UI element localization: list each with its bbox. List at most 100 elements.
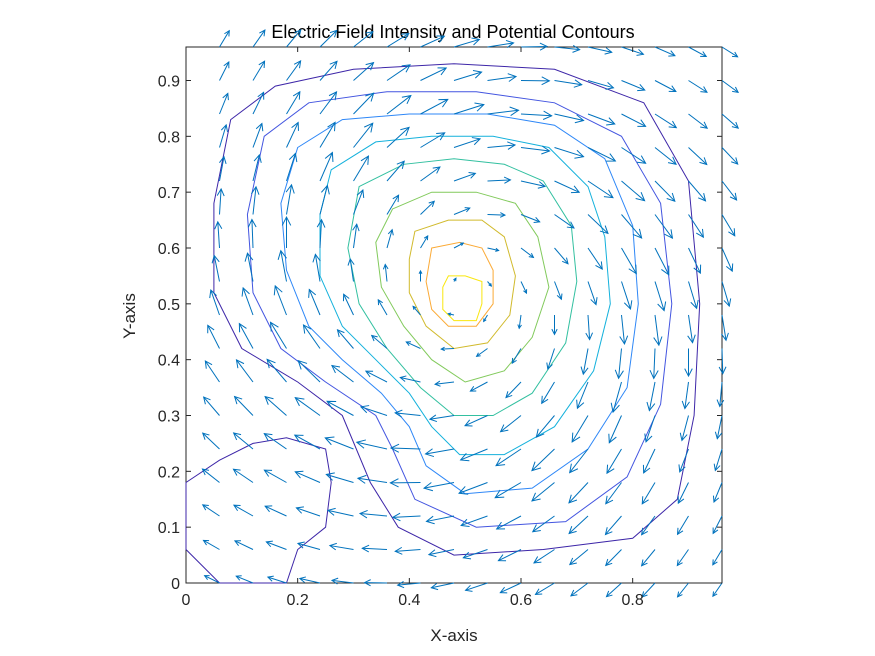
- field-arrow: [286, 29, 302, 48]
- field-arrow-shaft: [420, 235, 429, 249]
- field-arrow-shaft: [476, 348, 488, 357]
- field-arrow-head: [233, 540, 241, 546]
- field-arrow: [654, 80, 677, 93]
- field-arrow-head: [361, 544, 370, 553]
- field-arrow: [386, 228, 394, 249]
- field-arrow-head: [551, 328, 558, 336]
- field-arrow: [621, 147, 647, 164]
- field-arrow-head: [535, 428, 545, 439]
- field-arrow-head: [328, 91, 338, 101]
- field-arrow-head: [636, 155, 647, 164]
- field-arrow-head: [677, 496, 685, 505]
- field-arrow: [420, 98, 449, 115]
- field-arrow-head: [606, 117, 616, 126]
- field-arrow-head: [232, 432, 242, 441]
- field-arrow-shaft: [621, 180, 645, 202]
- field-arrow-shaft: [210, 289, 220, 316]
- field-arrow-head: [499, 586, 508, 594]
- field-arrow-shaft: [203, 396, 220, 416]
- field-arrow: [554, 113, 585, 124]
- field-arrow-shaft: [587, 214, 609, 234]
- field-arrow: [677, 482, 689, 505]
- field-arrow-head: [326, 400, 337, 410]
- field-arrow-head: [646, 401, 656, 412]
- field-arrow-shaft: [677, 515, 689, 535]
- field-arrow: [621, 281, 633, 311]
- field-arrow-shaft: [349, 258, 354, 282]
- field-arrow-head: [732, 86, 740, 94]
- field-arrow: [353, 92, 375, 115]
- field-arrow: [642, 448, 656, 474]
- field-arrow-head: [690, 299, 699, 310]
- field-arrow-head: [460, 518, 470, 528]
- field-arrow: [585, 314, 594, 341]
- contour-line-level-1: [185, 437, 332, 584]
- field-arrow: [604, 549, 622, 567]
- field-arrow-shaft: [721, 214, 736, 237]
- field-arrow-shaft: [270, 322, 287, 349]
- field-arrow-head: [396, 580, 405, 589]
- field-arrow: [453, 277, 457, 282]
- field-arrow-head: [394, 546, 403, 555]
- field-arrow-head: [574, 114, 585, 124]
- field-arrow-shaft: [641, 515, 656, 535]
- field-arrow: [712, 549, 723, 566]
- field-arrow: [238, 322, 254, 349]
- field-arrow-head: [541, 76, 551, 86]
- field-arrow-shaft: [654, 46, 676, 57]
- field-arrow: [273, 284, 287, 316]
- field-arrow: [554, 247, 569, 265]
- x-tick-label: 0.8: [622, 592, 644, 609]
- field-arrow-head: [356, 474, 367, 484]
- field-arrow-head: [329, 60, 338, 69]
- field-arrow-head: [676, 591, 683, 598]
- field-arrow: [608, 415, 622, 444]
- field-arrow-shaft: [453, 71, 482, 81]
- field-arrow-head: [235, 359, 245, 369]
- field-arrow-head: [712, 495, 720, 503]
- field-arrow: [420, 235, 429, 249]
- field-arrow: [347, 257, 355, 282]
- field-arrow-shaft: [547, 348, 555, 370]
- field-arrow-head: [668, 85, 677, 93]
- field-arrow-shaft: [643, 448, 656, 474]
- field-arrow-shaft: [487, 42, 514, 48]
- field-arrow: [201, 504, 220, 517]
- field-arrow: [587, 180, 614, 199]
- field-arrow-head: [265, 540, 273, 548]
- field-arrow: [678, 448, 689, 473]
- field-arrow: [511, 348, 522, 365]
- field-arrow: [587, 113, 616, 126]
- field-arrow: [531, 482, 555, 502]
- field-arrow-head: [523, 289, 528, 295]
- field-arrow-head: [725, 263, 734, 273]
- field-arrow-head: [637, 83, 646, 92]
- field-arrow-shaft: [520, 247, 534, 258]
- field-arrow: [285, 183, 295, 215]
- field-arrow-shaft: [621, 281, 631, 310]
- field-arrow-shaft: [487, 214, 505, 216]
- field-arrow-shaft: [319, 30, 338, 48]
- field-arrow-head: [459, 452, 470, 462]
- field-arrow: [453, 207, 471, 215]
- x-tick-label: 0.6: [510, 592, 532, 609]
- field-arrow-head: [571, 432, 581, 443]
- y-tick-label: 0.5: [158, 297, 180, 314]
- field-arrow: [541, 381, 555, 405]
- field-arrow-head: [436, 35, 446, 43]
- field-arrow-shaft: [353, 31, 374, 48]
- field-arrow-head: [731, 157, 739, 165]
- field-arrow: [587, 46, 613, 55]
- field-arrow-shaft: [392, 515, 421, 518]
- field-arrow-shaft: [654, 214, 673, 239]
- field-arrow: [570, 582, 589, 597]
- field-arrow-shaft: [654, 180, 676, 202]
- field-arrow-shaft: [487, 179, 511, 182]
- x-axis-label: X-axis: [430, 626, 477, 645]
- field-arrow: [353, 30, 374, 48]
- y-tick-label: 0: [171, 576, 180, 593]
- field-arrow: [396, 580, 421, 589]
- field-arrow-shaft: [234, 396, 254, 416]
- field-arrow-shaft: [554, 281, 562, 300]
- field-arrow: [713, 448, 723, 472]
